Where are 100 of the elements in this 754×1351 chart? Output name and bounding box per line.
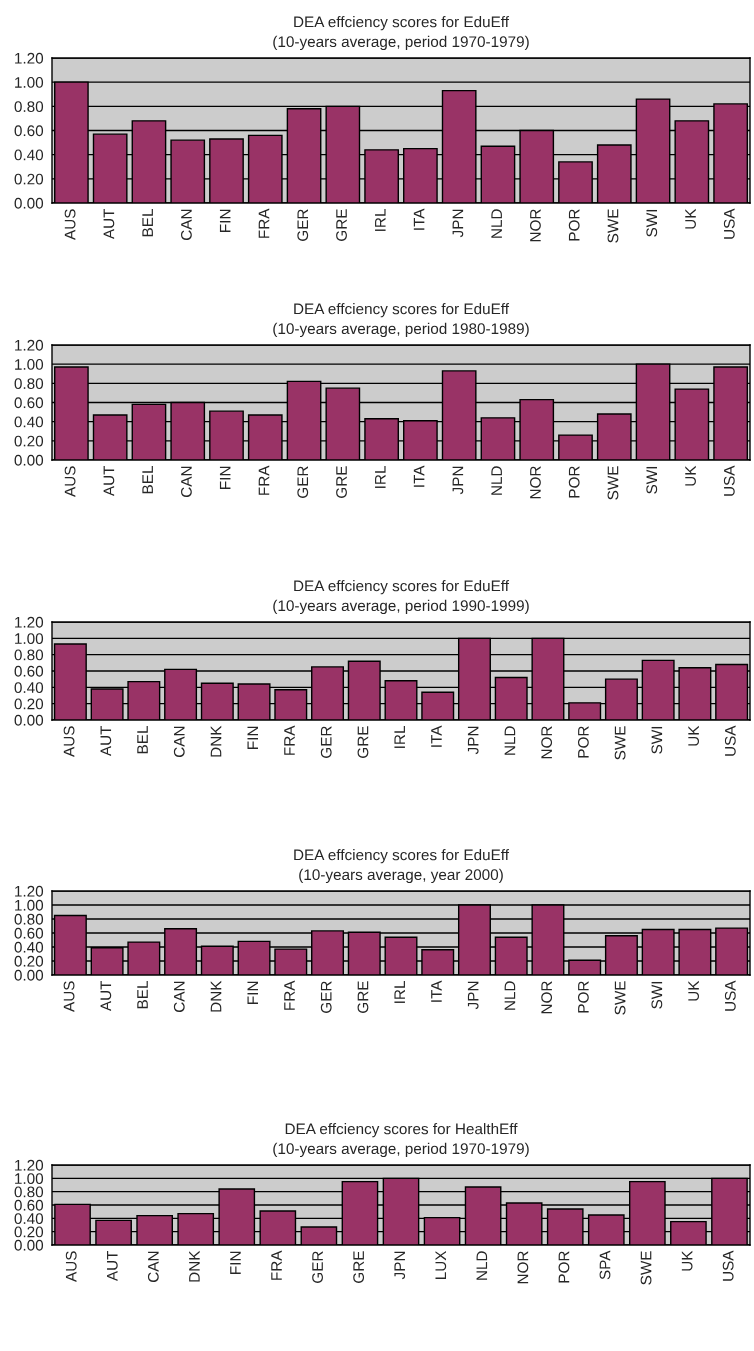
x-tick-label: LUX: [435, 1250, 447, 1280]
x-tick-label: GER: [320, 981, 332, 1013]
x-tick-label: AUT: [100, 725, 112, 757]
x-tick-label: DNK: [210, 725, 222, 757]
x-tick-label: CAN: [173, 981, 185, 1013]
x-tick-label: NLD: [491, 466, 502, 495]
x-tick-label: JPN: [452, 209, 464, 238]
x-tick-label: UK: [688, 725, 699, 746]
x-tick-label: ITA: [431, 980, 442, 1002]
chart-subtitle: (10-years average, period 1990-1999): [273, 599, 529, 615]
chart-subtitle: (10-years average, period 1970-1979): [273, 1142, 529, 1158]
x-tick-label: GRE: [336, 466, 347, 498]
x-tick-label: FRA: [258, 465, 270, 495]
chart-title: DEA effciency scores for EduEff: [294, 16, 510, 31]
x-tick-label: AUS: [63, 981, 75, 1012]
y-tick-label: 1.20: [15, 1159, 44, 1171]
x-tick-label: CAN: [173, 726, 185, 758]
x-tick-label: FIN: [247, 981, 258, 1004]
x-tick-label: UK: [688, 980, 699, 1001]
x-tick-label: BEL: [142, 209, 153, 237]
y-tick-label: 1.20: [15, 885, 44, 897]
x-tick-label: FIN: [230, 1251, 241, 1274]
x-tick-label: USA: [724, 725, 736, 756]
x-tick-label: POR: [568, 466, 580, 498]
x-tick-label: DNK: [210, 980, 222, 1012]
y-tick-label: 0.40: [14, 1213, 44, 1225]
x-tick-label: GER: [312, 1251, 323, 1283]
y-tick-label: 0.60: [14, 1199, 44, 1211]
x-tick-label: GRE: [353, 1251, 365, 1283]
y-tick-label: 1.20: [15, 339, 44, 351]
x-tick-label: CAN: [147, 1251, 159, 1283]
x-tick-label: NOR: [530, 209, 541, 242]
x-tick-label: UK: [681, 1250, 693, 1271]
x-tick-label: AUT: [100, 980, 112, 1012]
x-tick-label: SWE: [614, 726, 626, 760]
y-tick-label: 0.80: [14, 1186, 44, 1198]
y-tick-label: 1.20: [15, 616, 44, 628]
x-tick-label: ITA: [413, 208, 425, 230]
x-tick-label: JPN: [452, 466, 464, 495]
x-tick-label: GER: [320, 726, 332, 758]
chart-title: DEA effciency scores for EduEff: [294, 849, 510, 864]
x-tick-label: SWI: [651, 726, 663, 754]
x-tick-label: POR: [558, 1251, 570, 1283]
y-tick-label: 0.00: [14, 1239, 44, 1251]
x-tick-label: AUS: [65, 1251, 77, 1282]
x-tick-label: SWI: [646, 209, 658, 237]
chart-title: DEA effciency scores for HealthEff: [285, 1123, 518, 1138]
y-tick-label: 0.80: [14, 101, 44, 113]
x-tick-label: POR: [568, 209, 580, 241]
x-tick-label: SWI: [646, 466, 658, 494]
x-tick-label: POR: [577, 726, 589, 758]
x-tick-label: BEL: [137, 981, 148, 1009]
x-tick-label: NOR: [541, 726, 553, 759]
y-tick-label: 0.60: [14, 927, 44, 939]
x-tick-label: CAN: [181, 209, 192, 241]
x-tick-label: NLD: [491, 209, 502, 238]
x-tick-label: FRA: [271, 1250, 282, 1280]
y-tick-label: 0.00: [14, 969, 44, 981]
x-tick-label: SPA: [599, 1250, 611, 1280]
x-tick-label: NLD: [476, 1251, 488, 1280]
y-tick-label: 0.80: [14, 649, 44, 661]
y-tick-label: 0.80: [14, 378, 44, 390]
x-tick-label: FIN: [219, 466, 231, 489]
y-tick-label: 0.60: [14, 397, 44, 409]
x-tick-label: DNK: [189, 1250, 200, 1282]
x-tick-label: ITA: [413, 465, 425, 487]
y-tick-label: 0.20: [14, 435, 44, 447]
x-tick-label: GRE: [357, 981, 369, 1013]
x-tick-label: IRL: [375, 209, 386, 231]
x-tick-label: SWE: [640, 1251, 652, 1285]
y-tick-label: 0.40: [14, 149, 44, 161]
x-tick-label: USA: [722, 1250, 734, 1281]
chart-subtitle: (10-years average, period 1970-1979): [273, 35, 529, 51]
y-tick-label: 0.00: [14, 454, 44, 466]
y-tick-label: 0.40: [14, 941, 44, 953]
x-tick-label: AUS: [64, 466, 76, 497]
y-tick-label: 0.80: [14, 913, 44, 925]
x-tick-label: SWE: [614, 981, 626, 1015]
y-tick-label: 0.20: [14, 955, 44, 967]
y-tick-label: 0.00: [14, 197, 44, 209]
x-tick-label: NOR: [530, 466, 541, 499]
x-tick-label: UK: [685, 465, 696, 486]
x-tick-label: AUT: [107, 1250, 118, 1282]
chart-subtitle: (10-years average, year 2000): [299, 868, 503, 884]
y-tick-label: 0.20: [14, 1226, 44, 1238]
y-tick-label: 0.60: [14, 125, 44, 137]
x-tick-label: GER: [297, 209, 309, 241]
x-tick-label: BEL: [137, 726, 148, 754]
y-tick-label: 0.20: [14, 698, 44, 710]
x-tick-label: FRA: [284, 725, 295, 755]
x-tick-label: AUS: [63, 726, 75, 757]
x-tick-label: CAN: [181, 466, 192, 498]
y-tick-label: 0.40: [14, 682, 44, 694]
x-tick-label: SWI: [651, 981, 663, 1009]
y-tick-label: 1.00: [15, 899, 44, 911]
x-tick-label: IRL: [375, 466, 386, 488]
x-tick-label: JPN: [394, 1251, 406, 1280]
x-tick-label: NLD: [504, 981, 516, 1010]
x-tick-label: FIN: [247, 726, 258, 749]
x-tick-label: BEL: [142, 466, 153, 494]
